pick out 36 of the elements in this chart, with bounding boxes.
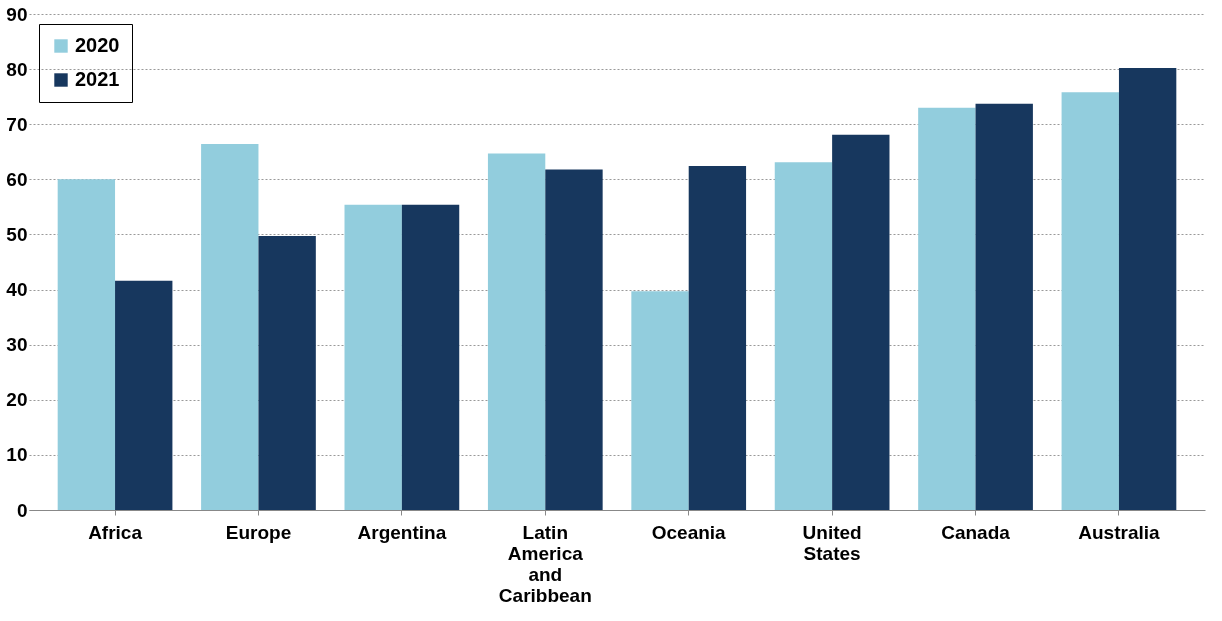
bar xyxy=(545,169,603,510)
y-tick-label: 60 xyxy=(6,168,28,190)
bar xyxy=(774,162,833,510)
x-tick-label: Europe xyxy=(225,521,292,543)
bar xyxy=(57,179,116,510)
bar xyxy=(201,144,259,510)
bar xyxy=(258,236,316,510)
bar xyxy=(487,153,546,510)
x-tick-label: United States xyxy=(802,521,862,564)
bar xyxy=(344,204,402,510)
y-tick-label: 20 xyxy=(6,389,28,411)
bar xyxy=(631,291,689,510)
x-tick-label: Argentina xyxy=(357,521,447,543)
y-tick-label: 80 xyxy=(6,58,28,80)
bar xyxy=(1061,92,1119,510)
legend-label: 2020 xyxy=(75,34,120,56)
bar xyxy=(688,166,747,510)
y-tick-label: 0 xyxy=(16,499,28,521)
x-tick-label: Latin America and Caribbean xyxy=(498,521,592,606)
bar xyxy=(401,204,460,510)
bar xyxy=(918,107,976,510)
y-tick-label: 40 xyxy=(6,279,28,301)
x-tick-label: Africa xyxy=(88,521,143,543)
bar xyxy=(975,103,1033,510)
y-tick-label: 70 xyxy=(6,113,28,135)
y-tick-label: 90 xyxy=(6,3,28,25)
legend-label: 2021 xyxy=(75,68,120,90)
bar xyxy=(832,134,890,510)
bar xyxy=(1118,68,1177,510)
y-tick-label: 50 xyxy=(6,223,28,245)
y-tick-label: 10 xyxy=(6,444,28,466)
y-tick-label: 30 xyxy=(6,334,28,356)
x-tick-label: Canada xyxy=(941,521,1011,543)
x-tick-label: Oceania xyxy=(651,521,727,543)
bar xyxy=(115,280,173,510)
x-tick-label: Australia xyxy=(1078,521,1161,543)
